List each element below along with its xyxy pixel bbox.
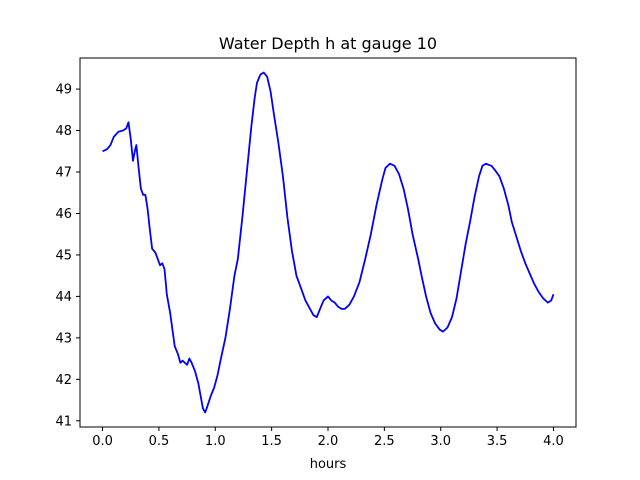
x-tick-label: 3.0	[430, 434, 451, 449]
x-tick-label: 4.0	[543, 434, 564, 449]
y-tick-label: 46	[55, 207, 72, 222]
y-tick-label: 43	[55, 331, 72, 346]
series-line-1	[102, 71, 555, 414]
x-tick-label: 1.5	[261, 434, 282, 449]
y-tick-label: 41	[55, 414, 72, 429]
chart-title: Water Depth h at gauge 10	[219, 34, 437, 53]
y-tick-label: 49	[55, 83, 72, 98]
x-tick-label: 0.0	[92, 434, 113, 449]
plot-area	[79, 57, 577, 428]
x-tick-label: 1.0	[205, 434, 226, 449]
x-tick-label: 2.5	[374, 434, 395, 449]
y-tick-label: 48	[55, 124, 72, 139]
y-tick-label: 42	[55, 373, 72, 388]
x-tick-label: 0.5	[149, 434, 170, 449]
plot-frame	[79, 57, 577, 428]
x-tick-label: 3.5	[487, 434, 508, 449]
y-axis-ticks: 41 42 43 44 45 46 47 48 49	[55, 83, 80, 429]
y-tick-label: 45	[55, 248, 72, 263]
y-tick-label: 44	[55, 290, 72, 305]
x-axis-label: hours	[310, 457, 347, 472]
x-axis-ticks: 0.0 0.5 1.0 1.5 2.0 2.5 3.0 3.5 4.0	[92, 427, 564, 449]
y-tick-label: 47	[55, 166, 72, 181]
x-tick-label: 2.0	[318, 434, 339, 449]
